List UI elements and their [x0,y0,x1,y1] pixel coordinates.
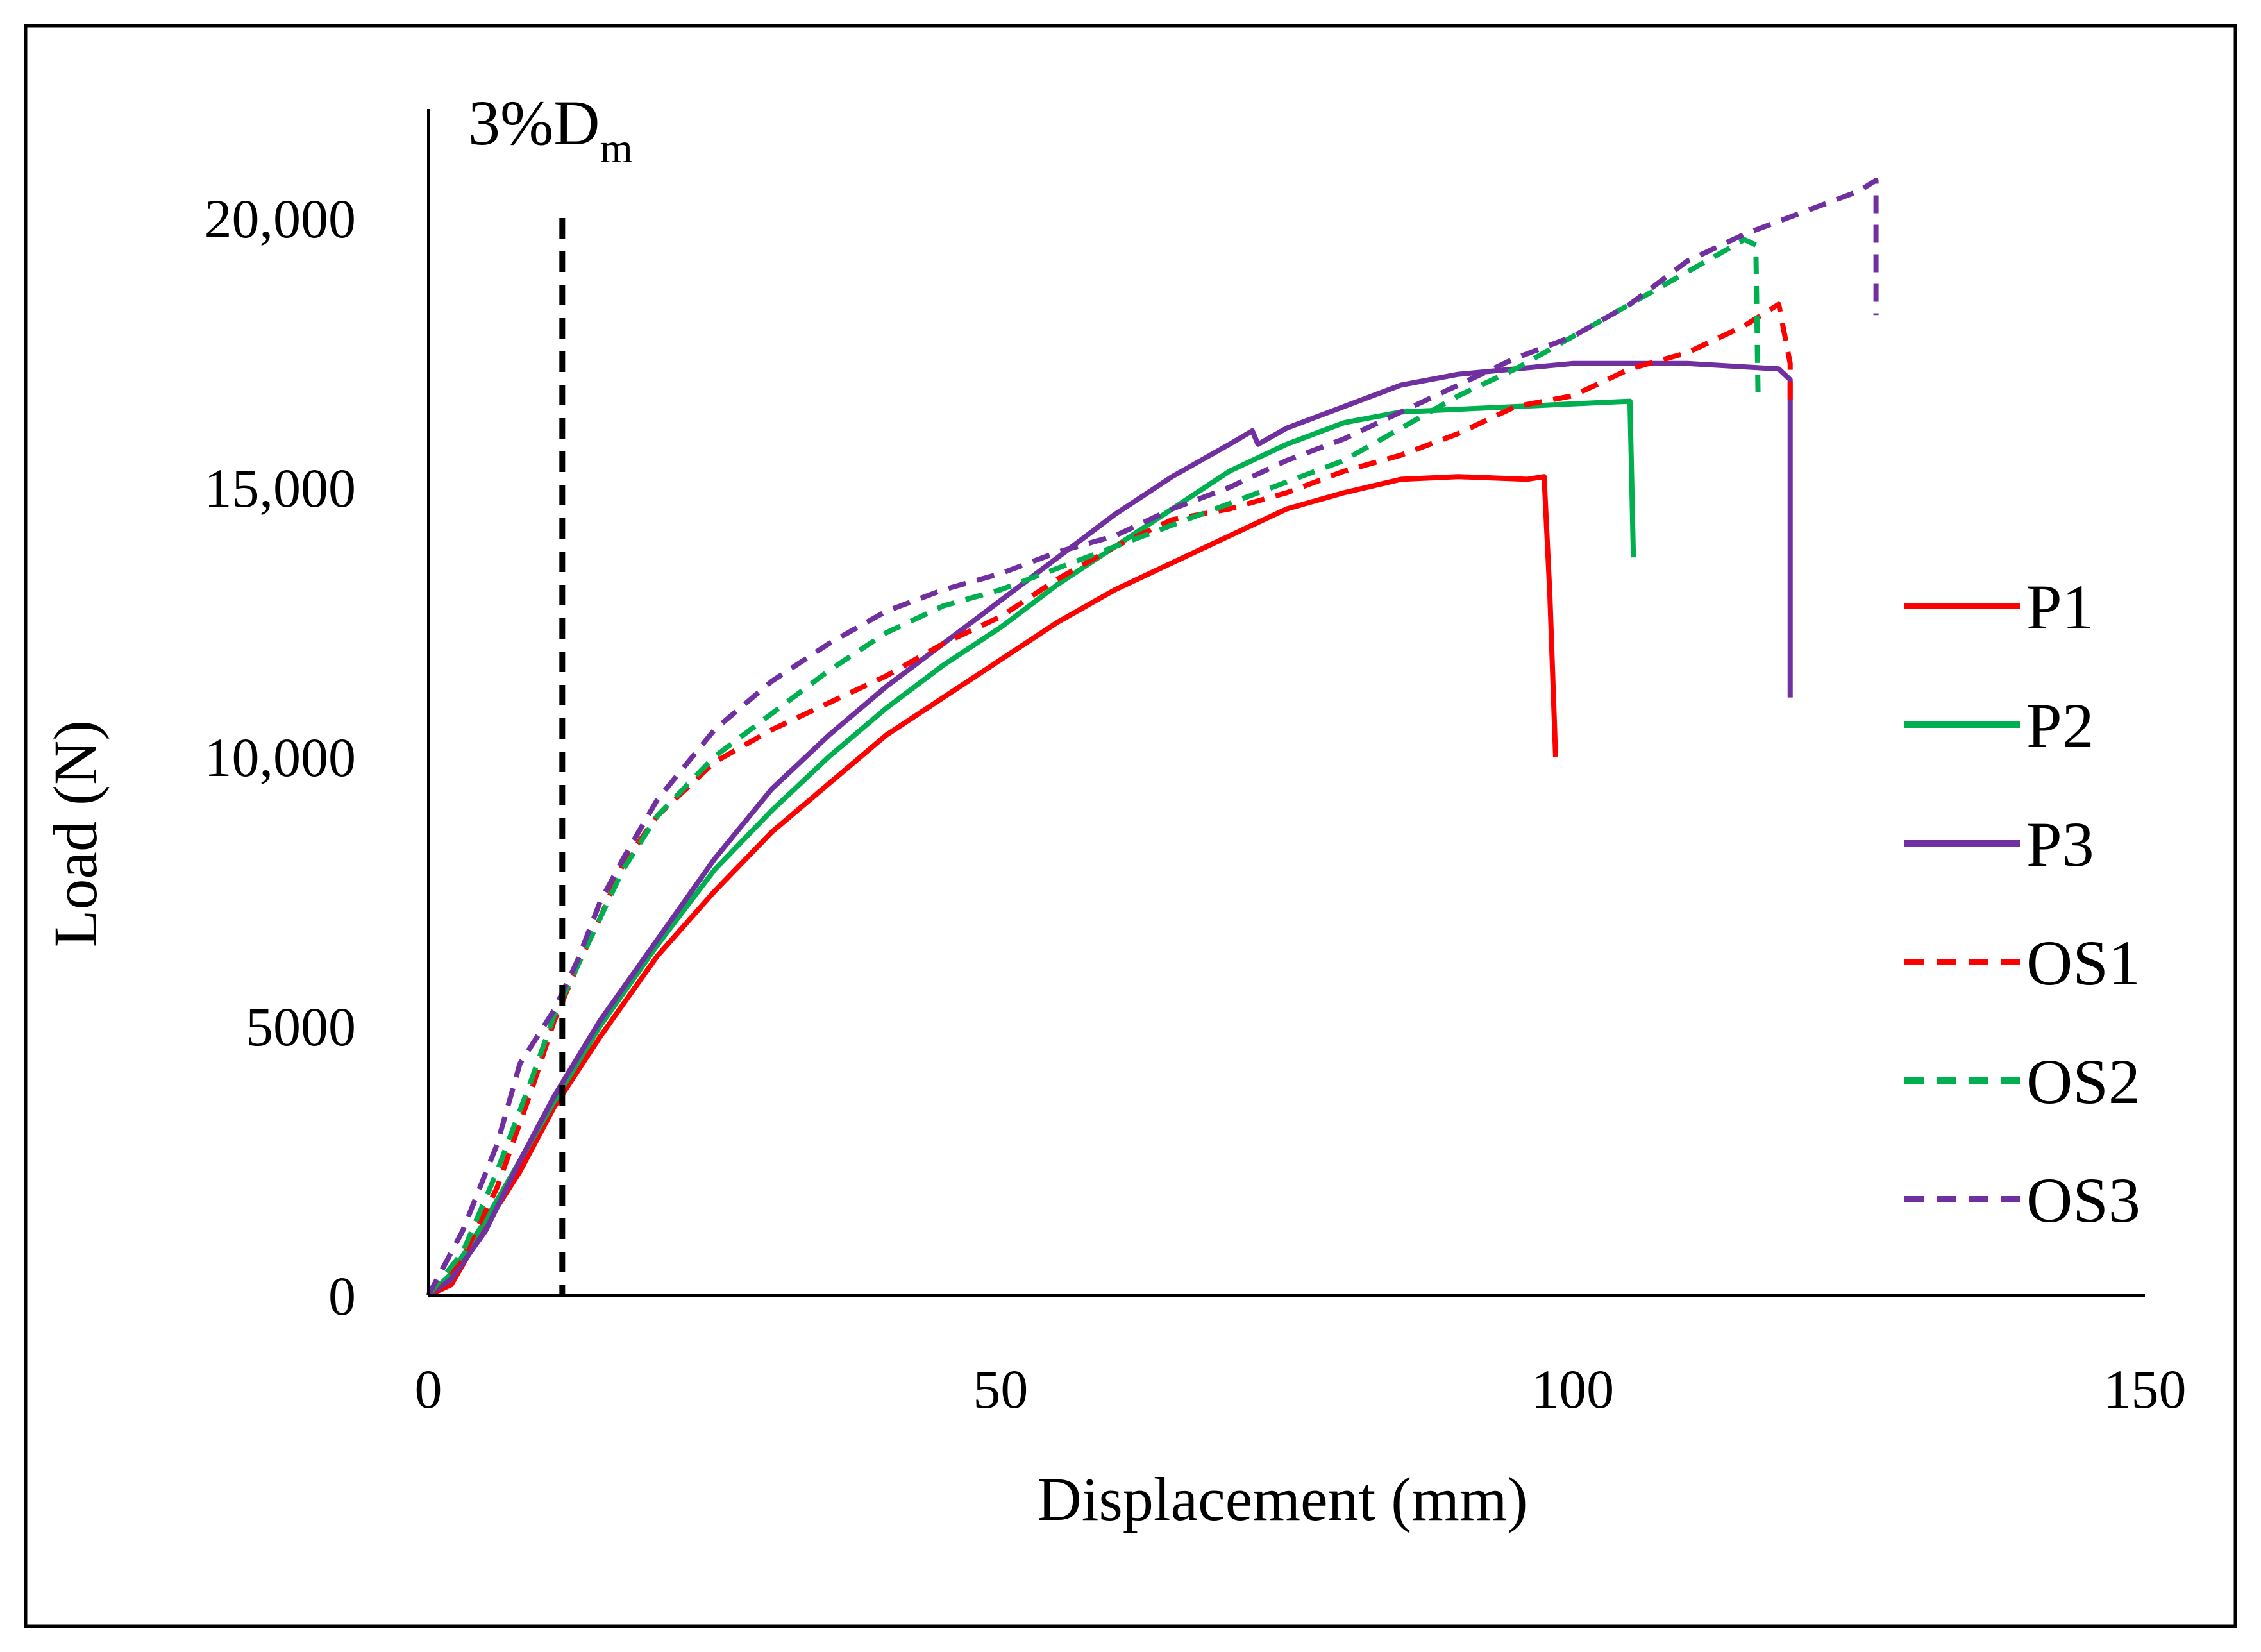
reference-label-subscript: m [600,125,633,172]
series-line-p3 [426,360,1793,1298]
y-tick-label: 0 [328,1265,356,1327]
series-line-os3 [426,178,1879,1297]
y-axis-title: Load (N) [41,720,110,948]
x-axis-title: Displacement (mm) [1037,1465,1527,1533]
y-tick-label: 15,000 [205,457,357,519]
x-tick-label: 100 [1531,1358,1614,1420]
y-tick-label: 10,000 [205,727,357,788]
legend: P1 P2 P3 OS1 OS2 OS3 [1904,571,2140,1236]
legend-label-p3: P3 [2026,809,2094,880]
series-line-os2 [426,237,1761,1297]
x-tick-label: 150 [2104,1358,2187,1420]
outer-border [24,24,2237,1628]
reference-label-main: 3%D [468,87,600,158]
x-tick-label: 50 [973,1358,1028,1420]
reference-line-label: 3%Dm [468,87,633,172]
y-tick-label: 20,000 [205,188,357,249]
legend-label-os1: OS1 [2026,927,2140,999]
series-layer [426,178,1879,1298]
x-tick-label: 0 [415,1358,442,1420]
legend-label-p2: P2 [2026,690,2094,761]
legend-label-os2: OS2 [2026,1046,2140,1117]
y-tick-label: 5000 [246,996,356,1058]
series-line-p1 [427,474,1558,1298]
legend-label-os3: OS3 [2026,1165,2140,1236]
legend-label-p1: P1 [2026,571,2094,643]
